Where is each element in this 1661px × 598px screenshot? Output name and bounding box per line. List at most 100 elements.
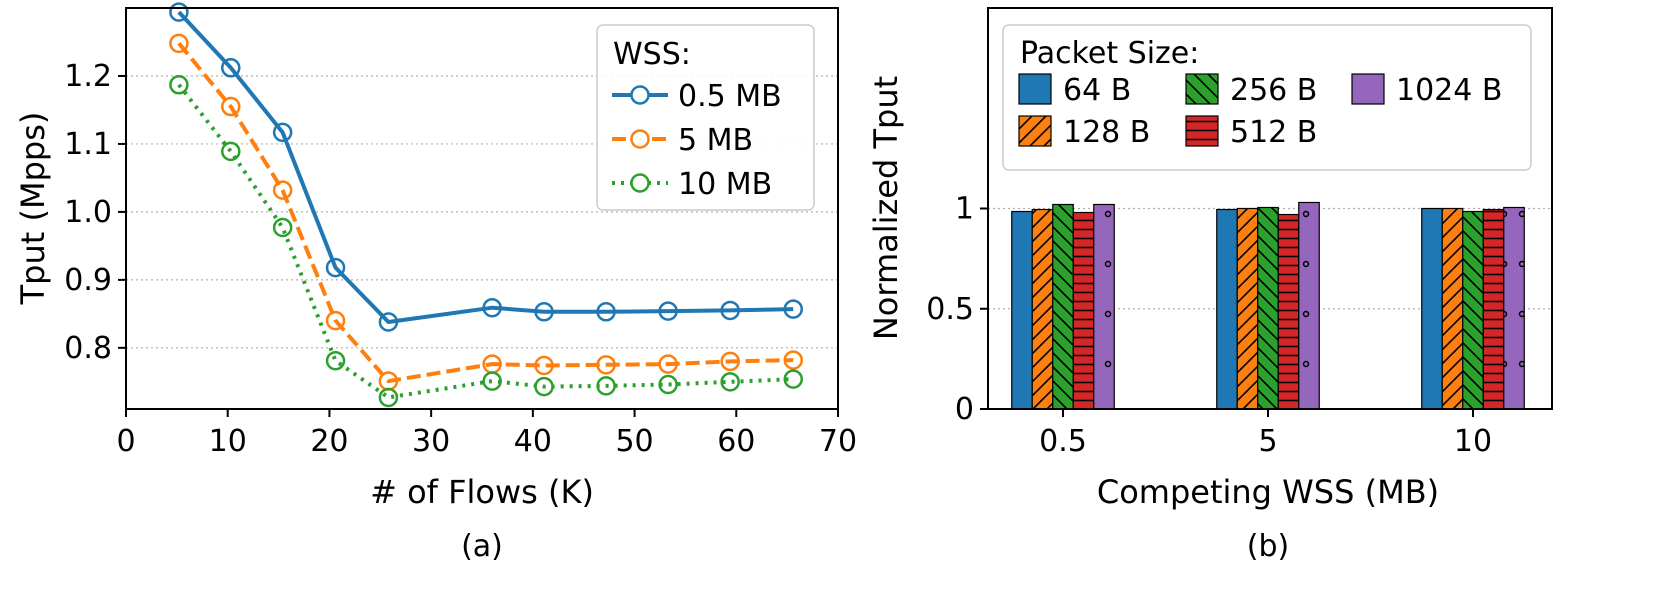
a-point [272,217,293,238]
chart-b: 0.5 5 10 00.51 Competing WSS (MB) Normaliz… [867,7,1553,564]
a-point [221,96,241,117]
a-point [534,376,554,397]
a-point [378,312,399,332]
a-y-tick-label: 0.9 [64,263,112,298]
a-x-tick-label: 50 [615,424,653,459]
b-bar-hatch [1052,204,1074,409]
b-legend-title: Packet Size: [1020,36,1199,71]
b-caption: (b) [1247,529,1289,564]
a-point [221,58,241,78]
a-point [534,302,554,322]
a-x-ticks: 0 10 20 30 40 50 60 70 [116,409,857,459]
b-legend-label: 64 B [1063,73,1131,108]
a-series-markers [169,2,803,408]
a-point [378,387,399,408]
b-bar-hatch [1462,211,1484,409]
a-point [658,354,678,374]
a-point [534,355,554,376]
a-point [596,302,616,322]
chart-a: 0 10 20 30 40 50 60 70 0.8 0.9 1.0 1.1 1.2 # of Flo… [14,2,857,564]
a-point [783,350,803,370]
a-point [720,351,740,372]
a-x-tick-label: 10 [209,424,247,459]
a-legend-marker [630,85,650,105]
b-legend-label: 128 B [1063,115,1150,150]
b-legend-swatch [1018,73,1052,105]
b-y-ticks: 00.51 [926,192,988,427]
a-point [272,180,293,200]
b-legend-items: 64 B 128 B 256 B 512 B 1024 B [1018,73,1502,150]
a-point [783,369,803,389]
a-series-line-2 [177,83,794,400]
a-point [596,355,616,375]
a-legend-marker [630,129,650,149]
b-legend-label: 256 B [1230,73,1317,108]
b-legend-label: 512 B [1230,115,1317,150]
a-point [325,257,346,278]
a-y-tick-label: 1.2 [64,59,112,94]
b-x-tick-label: 0.5 [1039,424,1087,459]
b-bar-hatch [1237,208,1258,409]
a-y-tick-label: 1.0 [64,195,112,230]
b-y-tick-label: 0.5 [926,292,974,327]
a-legend-marker [630,173,650,193]
b-legend: Packet Size: 64 B 128 B 256 B 512 B 1024 B [1002,24,1532,171]
b-bar-hatch [1442,208,1463,409]
b-x-axis-label: Competing WSS (MB) [1097,473,1439,511]
b-bar-hatch [1073,212,1094,409]
a-y-tick-label: 1.1 [64,127,112,162]
b-bar-hatch [1278,214,1299,409]
b-legend-swatch-hatch [1186,116,1218,146]
a-legend-label: 5 MB [678,123,753,158]
a-point [482,371,502,391]
a-point [272,122,293,143]
b-bar-hatch [1032,209,1053,409]
a-x-tick-label: 70 [819,424,857,459]
a-point [169,33,189,54]
a-point [720,372,740,392]
a-series-lines [177,10,794,400]
a-point [658,301,678,321]
a-point [783,299,803,319]
b-bar [1216,208,1238,410]
a-point [325,350,346,371]
b-bar-hatch [1093,204,1115,409]
b-bar-hatch [1257,207,1279,409]
b-bar-hatch [1298,202,1320,409]
b-y-tick-label: 1 [955,192,974,227]
a-point [482,297,502,318]
a-plot-frame [125,7,839,410]
b-legend-swatch-hatch [1019,116,1051,146]
a-x-tick-label: 30 [412,424,450,459]
a-point [221,141,241,162]
a-y-ticks: 0.8 0.9 1.0 1.1 1.2 [64,59,126,366]
b-legend-frame [1002,24,1532,171]
b-x-ticks: 0.5 5 10 [1039,409,1492,459]
a-point [658,374,678,395]
a-series-line-1 [177,42,794,384]
a-legend-label: 10 MB [678,167,772,202]
b-bar [1011,210,1033,410]
a-legend-items: 0.5 MB 5 MB 10 MB [612,79,782,202]
b-bar [1421,207,1443,410]
a-legend-frame [596,24,815,211]
a-legend-title: WSS: [613,37,691,72]
b-y-tick-label: 0 [955,392,974,427]
a-y-axis-label: Tput (Mpps) [14,112,52,306]
a-gridlines [126,75,838,349]
a-point [169,75,189,95]
b-bar-hatch [1503,207,1525,409]
a-point [720,300,740,321]
b-bar-hatch [1483,209,1504,409]
b-legend-swatch-hatch [1352,74,1384,104]
a-x-tick-label: 0 [116,424,135,459]
b-bars [1011,201,1525,410]
a-y-tick-label: 0.8 [64,331,112,366]
b-x-tick-label: 10 [1454,424,1492,459]
a-caption: (a) [461,529,503,564]
a-x-tick-label: 60 [717,424,755,459]
a-x-tick-label: 40 [514,424,552,459]
a-legend: WSS: 0.5 MB 5 MB 10 MB [596,24,815,211]
a-legend-label: 0.5 MB [678,79,782,114]
